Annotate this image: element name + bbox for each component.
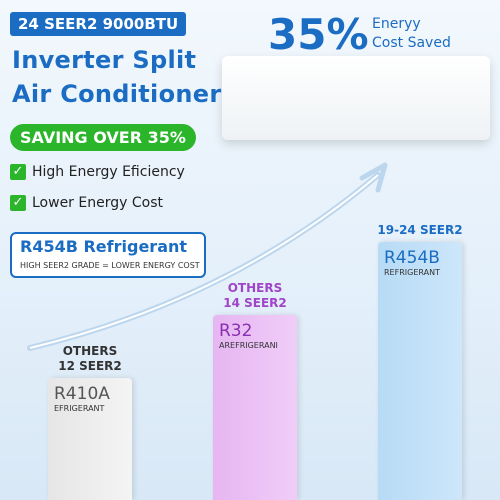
feature-text: Lower Energy Cost bbox=[32, 195, 163, 211]
refrigerant-box: R454B Refrigerant HIGH SEER2 GRADE = LOW… bbox=[10, 232, 206, 278]
savings-text: Eneryy bbox=[372, 16, 421, 32]
refrigerant-title: R454B Refrigerant bbox=[20, 237, 188, 256]
bar-label-line: OTHERS bbox=[62, 344, 118, 358]
bar-sub: EFRIGERANT bbox=[54, 404, 105, 413]
bar-label: OTHERS 14 SEER2 bbox=[195, 281, 315, 311]
bar-name: R32 bbox=[219, 321, 253, 341]
bar-label: OTHERS 12 SEER2 bbox=[30, 344, 150, 374]
bar-sub: REFRIGERANT bbox=[384, 268, 440, 277]
bar-label-line: OTHERS bbox=[227, 281, 283, 295]
title: Inverter Split bbox=[12, 46, 197, 74]
bar: R454B REFRIGERANT bbox=[378, 242, 462, 500]
bar-name: R410A bbox=[54, 384, 110, 404]
title: Air Conditioner bbox=[12, 80, 222, 108]
badge: 24 SEER2 9000BTU bbox=[10, 12, 187, 36]
feature-text: High Energy Eficiency bbox=[32, 164, 185, 180]
bar-label: 19-24 SEER2 bbox=[360, 223, 480, 238]
bar-label-line: 12 SEER2 bbox=[58, 359, 122, 373]
feature: ✓ Lower Energy Cost bbox=[10, 195, 163, 211]
saving-badge: SAVING OVER 35% bbox=[10, 124, 196, 151]
bar: R410A EFRIGERANT bbox=[48, 378, 132, 500]
refrigerant-note: HIGH SEER2 GRADE = LOWER ENERGY COST bbox=[20, 261, 200, 270]
air-conditioner bbox=[222, 56, 490, 140]
bar-label-line: 14 SEER2 bbox=[223, 296, 287, 310]
bar-label-line: 19-24 SEER2 bbox=[377, 223, 463, 237]
savings-text: Cost Saved bbox=[372, 35, 451, 51]
feature: ✓ High Energy Eficiency bbox=[10, 164, 185, 180]
savings-percent: 35% bbox=[268, 10, 369, 59]
bar-name: R454B bbox=[384, 248, 440, 268]
bar-sub: AREFRIGERANI bbox=[219, 341, 278, 350]
bar: R32 AREFRIGERANI bbox=[213, 315, 297, 500]
